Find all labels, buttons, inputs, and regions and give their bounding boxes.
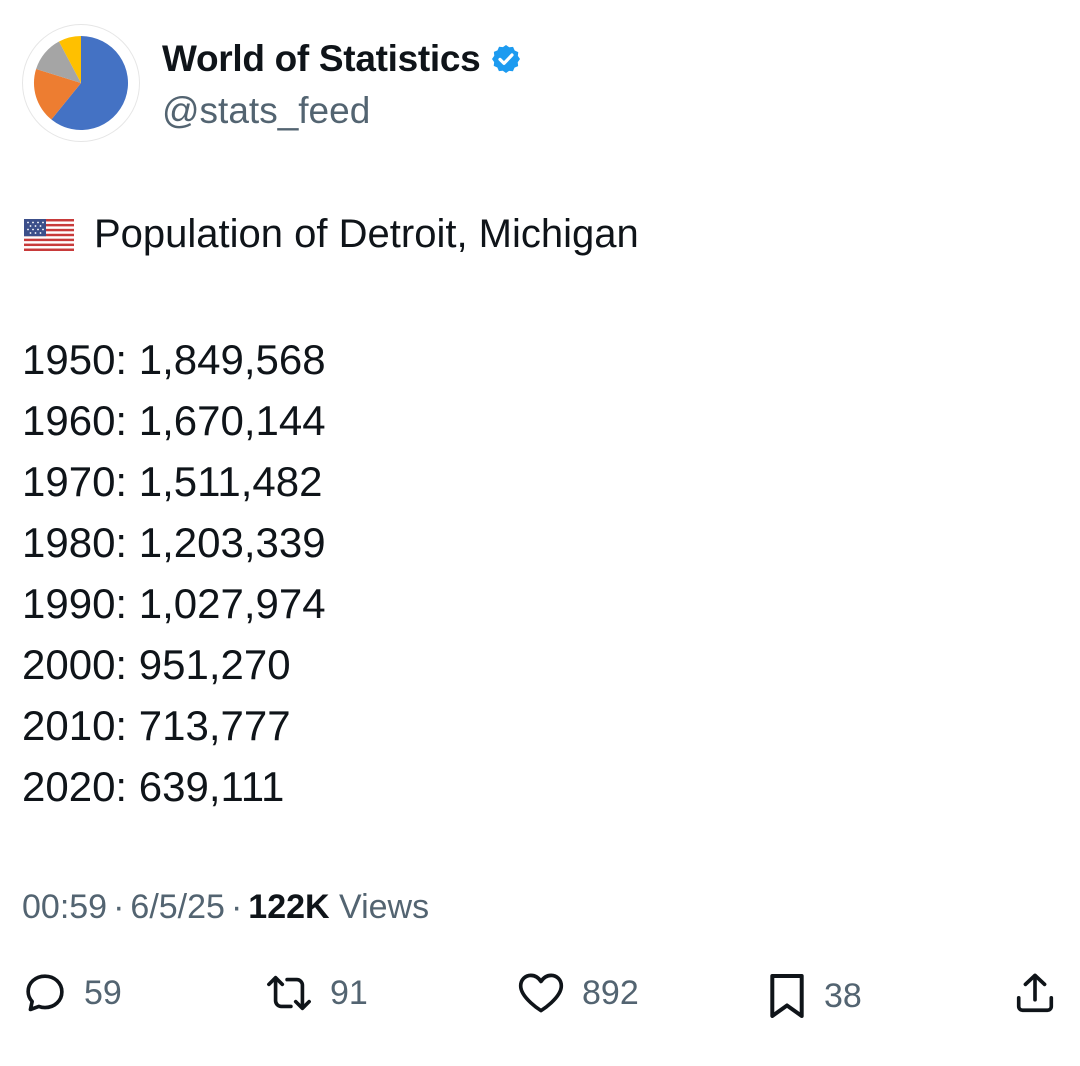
post-meta: 00:59 · 6/5/25 · 122K Views: [22, 888, 429, 927]
name-row: World of Statistics: [162, 38, 522, 80]
share-button[interactable]: [1012, 970, 1058, 1016]
post-date[interactable]: 6/5/25: [130, 888, 225, 926]
population-list: 1950: 1,849,568 1960: 1,670,144 1970: 1,…: [22, 334, 326, 822]
views-label: Views: [339, 888, 430, 926]
reply-icon: [26, 974, 64, 1012]
reply-count: 59: [84, 973, 122, 1012]
reply-button[interactable]: 59: [22, 970, 122, 1016]
action-bar: 59 91 892 38: [0, 970, 1080, 1030]
pie-chart-logo: [33, 36, 129, 130]
list-item: 2020: 639,111: [22, 763, 285, 810]
list-item: 2000: 951,270: [22, 641, 291, 688]
views-count: 122K: [248, 888, 330, 926]
bookmark-button[interactable]: 38: [766, 970, 862, 1022]
bookmark-count: 38: [824, 976, 862, 1015]
account-name[interactable]: World of Statistics: [162, 38, 481, 79]
post-time[interactable]: 00:59: [22, 888, 108, 926]
post-header: World of Statistics @stats_feed: [22, 24, 1022, 144]
repost-count: 91: [330, 973, 368, 1012]
list-item: 1990: 1,027,974: [22, 580, 326, 627]
post-title-row: Population of Detroit, Michigan: [24, 212, 639, 257]
list-item: 1980: 1,203,339: [22, 519, 326, 566]
bookmark-icon: [770, 974, 804, 1018]
repost-icon: [267, 975, 311, 1011]
meta-separator: ·: [113, 888, 125, 926]
account-handle[interactable]: @stats_feed: [162, 90, 371, 131]
heart-icon: [518, 973, 564, 1013]
like-count: 892: [582, 973, 639, 1012]
meta-separator: ·: [230, 888, 243, 926]
like-button[interactable]: 892: [516, 970, 639, 1016]
us-flag-icon: [24, 218, 74, 251]
share-icon: [1016, 973, 1054, 1013]
avatar[interactable]: [22, 24, 140, 142]
post-title: Population of Detroit, Michigan: [94, 212, 639, 256]
list-item: 2010: 713,777: [22, 702, 291, 749]
list-item: 1960: 1,670,144: [22, 397, 326, 444]
list-item: 1950: 1,849,568: [22, 336, 326, 383]
list-item: 1970: 1,511,482: [22, 458, 323, 505]
verified-badge-icon: [492, 45, 521, 73]
repost-button[interactable]: 91: [264, 970, 368, 1016]
